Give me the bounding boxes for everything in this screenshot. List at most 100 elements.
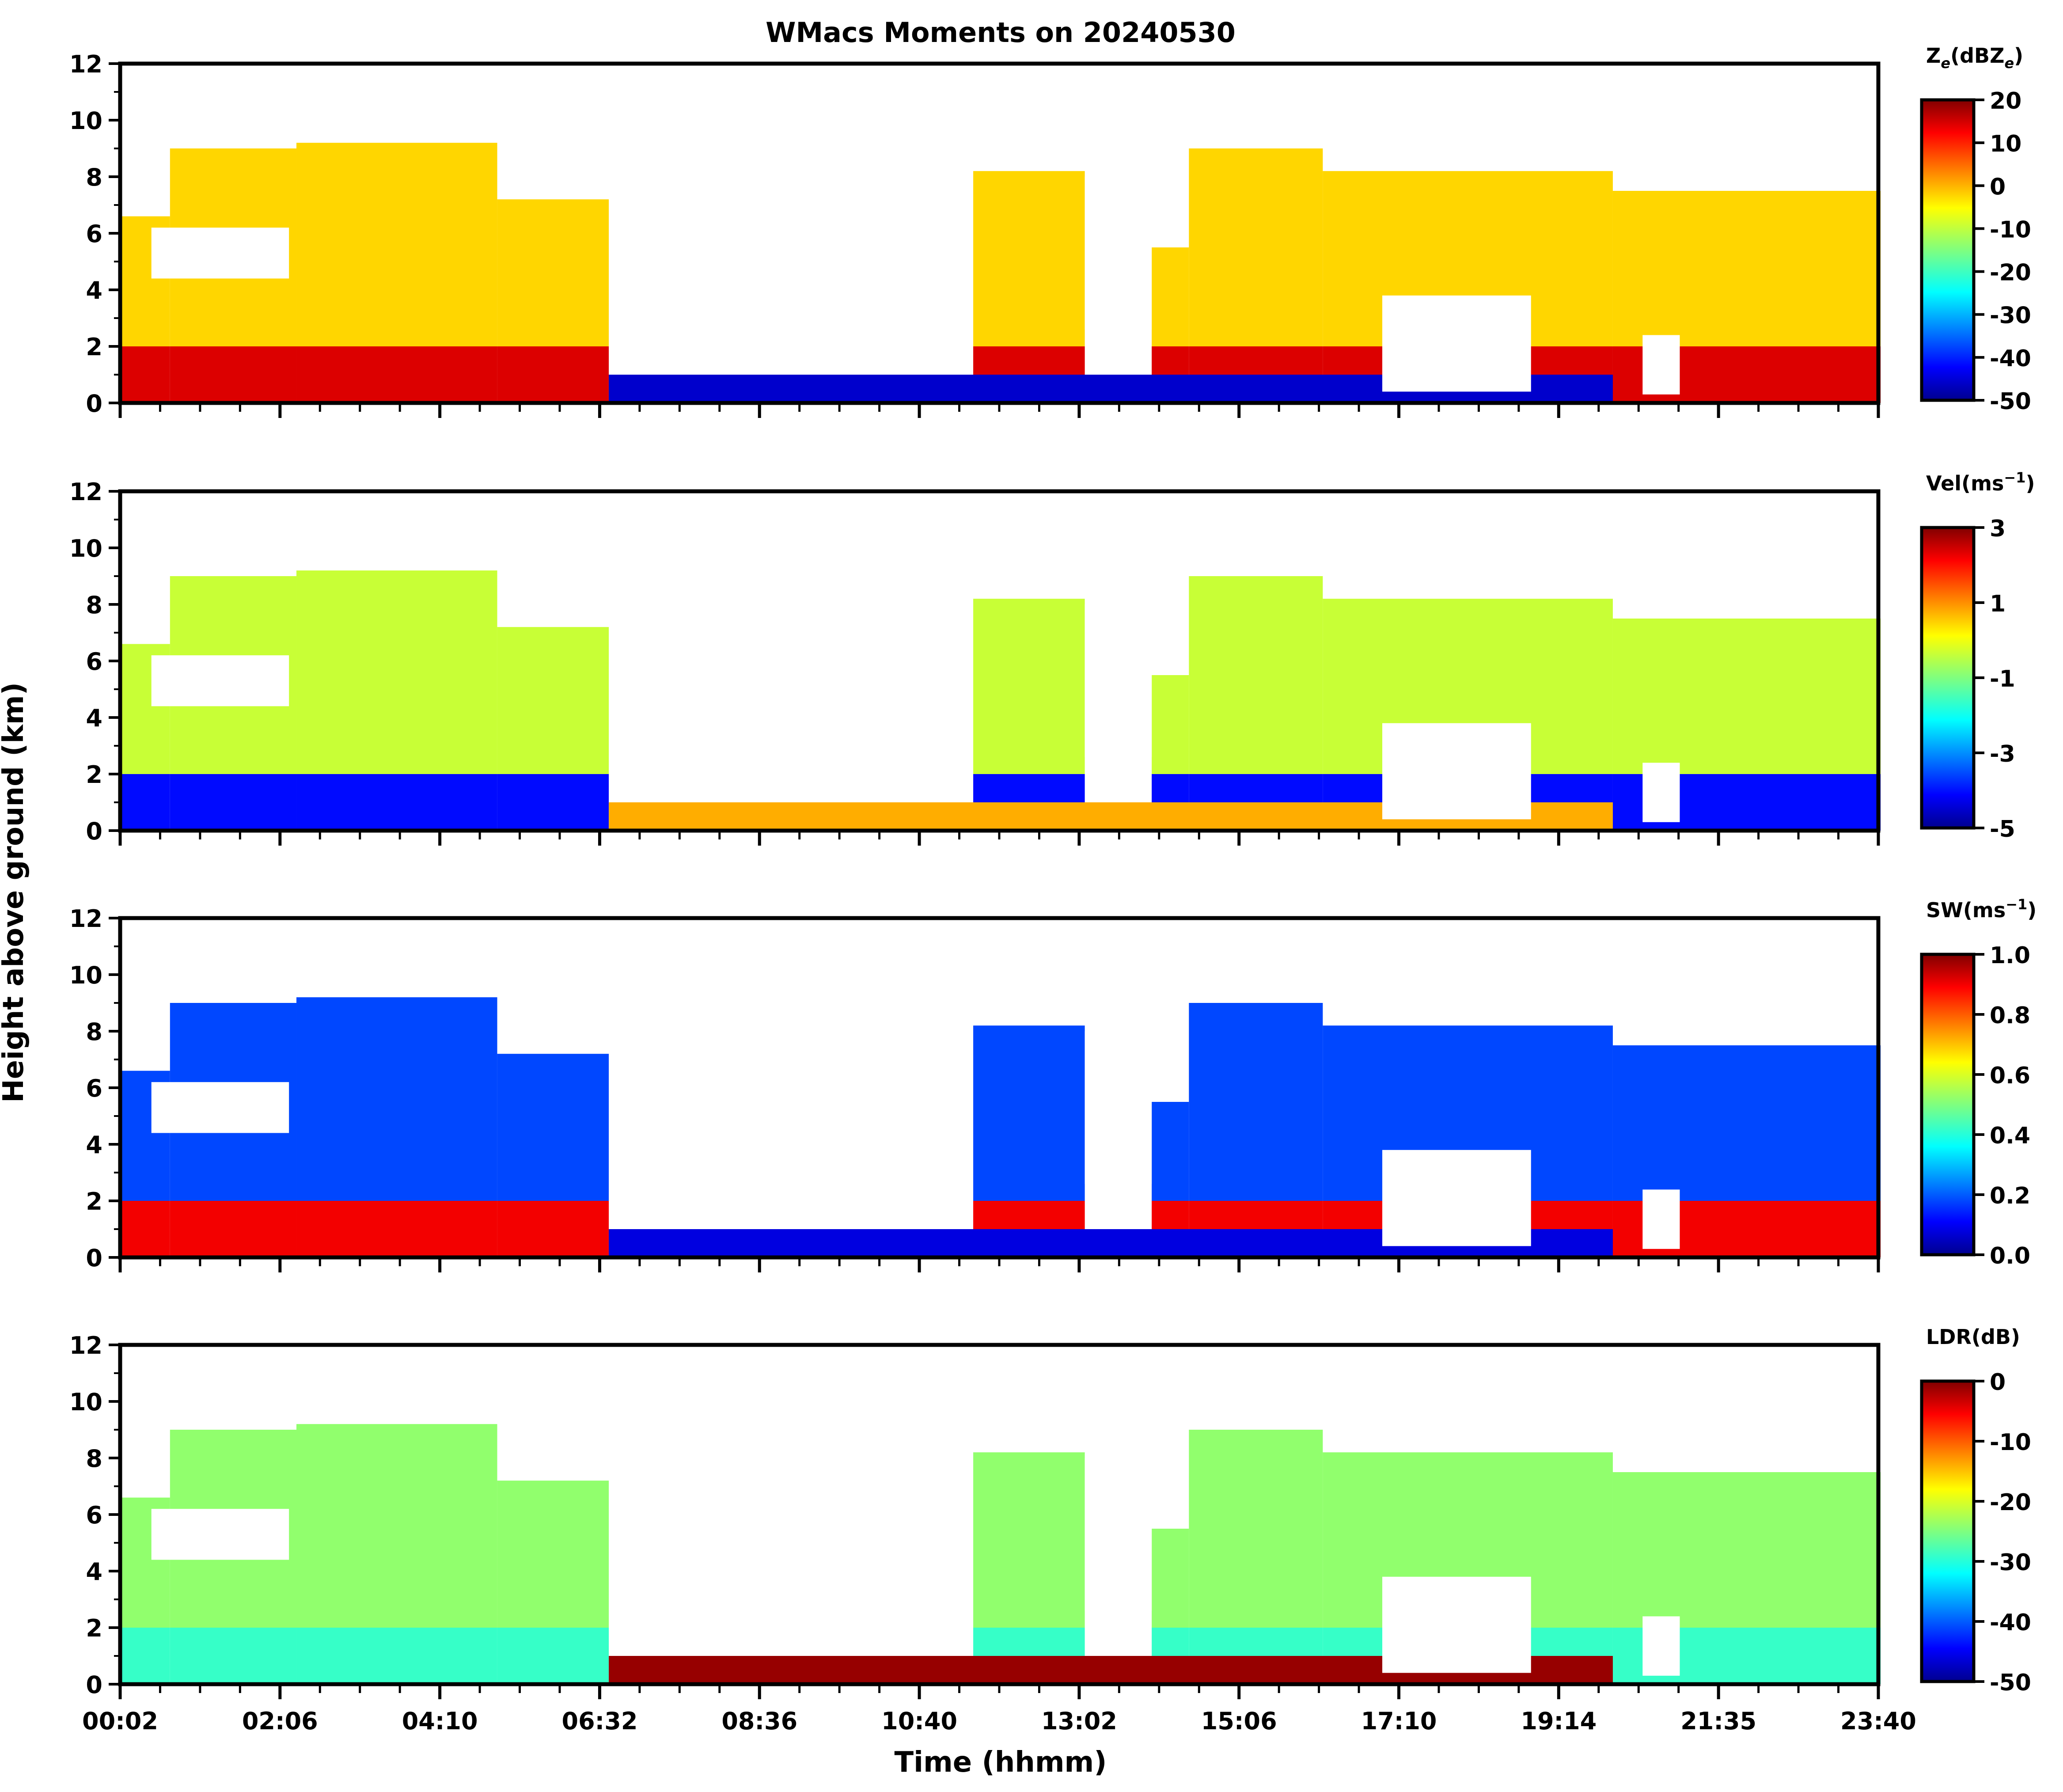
x-tick-label: 15:06 [1201, 1707, 1277, 1735]
cloud-segment-lower [296, 1201, 497, 1257]
colorbar-tick-label: -20 [1990, 1489, 2031, 1516]
cloud-segment-lower [497, 1201, 609, 1257]
colorbar-label-part: e [2004, 55, 2014, 72]
y-tick-label: 4 [86, 1558, 102, 1586]
x-tick-label: 04:10 [402, 1707, 478, 1735]
clear-sky-gap [1642, 335, 1680, 395]
cloud-segment-upper [497, 627, 609, 774]
colorbar-tick-label: -40 [1990, 1610, 2031, 1636]
cloud-segment-upper [1612, 619, 1881, 774]
colorbar-label-part: (dBZ [1950, 44, 2004, 68]
colorbar-tick-label: 0.8 [1990, 1002, 2030, 1029]
colorbar-tick-label: 0.0 [1990, 1243, 2030, 1269]
colorbar-tick-label: -10 [1990, 216, 2031, 243]
y-tick-label: 2 [86, 333, 102, 361]
colorbar-tick-label: 0.6 [1990, 1063, 2030, 1089]
y-tick-label: 12 [69, 905, 102, 933]
cloud-segment-upper [497, 1481, 609, 1628]
cloud-segment-lower [497, 346, 609, 403]
ze-colorbar [1920, 98, 1976, 402]
cloud-segment-lower [170, 774, 297, 831]
ze-colorbar-label: Ze(dBZe) [1926, 44, 2023, 72]
panel-ldr: 0 2 4 6 8 10 12 00:02 02:06 04:10 06:32 08:36 10:40 1… [69, 1325, 2031, 1735]
colorbar-tick-label: 20 [1990, 88, 2021, 114]
clear-sky-gap [1085, 177, 1152, 330]
colorbar-label-part: Vel(ms [1926, 471, 2004, 495]
y-tick-label: 0 [86, 817, 102, 845]
colorbar-tick-label: -50 [1990, 388, 2031, 415]
y-tick-label: 12 [69, 50, 102, 78]
cloud-segment-upper [296, 143, 497, 346]
cloud-segment-lower [120, 774, 170, 831]
colorbar-label-part: ) [2025, 471, 2035, 495]
cloud-segment-upper [296, 997, 497, 1201]
cloud-segment-upper [973, 171, 1085, 346]
clear-sky-gap [1642, 1616, 1680, 1676]
x-tick-label: 00:02 [82, 1707, 158, 1735]
cloud-segment-upper [296, 570, 497, 774]
cloud-segment-lower [497, 1628, 609, 1684]
clear-sky-gap [1382, 295, 1531, 392]
colorbar-label-part: e [1941, 55, 1950, 72]
y-tick-label: 6 [86, 1074, 102, 1102]
clear-sky-gap [151, 1509, 289, 1560]
y-tick-label: 10 [69, 1388, 102, 1416]
colorbar-tick-label: 0 [1990, 1369, 2006, 1396]
ze-field [120, 143, 1881, 403]
cloud-segment-lower [120, 1628, 170, 1684]
colorbar-tick-label: 3 [1990, 516, 2006, 542]
colorbar-tick-label: 1.0 [1990, 942, 2030, 969]
colorbar-tick-label: -3 [1990, 741, 2015, 767]
cloud-segment-upper [1189, 148, 1323, 346]
vel-colorbar-label: Vel(ms−1) [1926, 469, 2035, 495]
clear-sky-gap [1085, 604, 1152, 757]
colorbar-label-part: ) [2014, 44, 2023, 68]
x-tick-label: 10:40 [881, 1707, 957, 1735]
colorbar-tick-label: -50 [1990, 1670, 2031, 1696]
y-tick-label: 10 [69, 107, 102, 135]
cloud-segment-upper [1612, 1472, 1881, 1628]
x-tick-label: 06:32 [562, 1707, 638, 1735]
colorbar-tick-label: -5 [1990, 816, 2015, 843]
colorbar-label-part: −1 [2004, 469, 2025, 486]
x-axis-label: Time (hhmm) [895, 1746, 1107, 1779]
clear-sky-gap [1085, 1031, 1152, 1184]
y-tick-label: 0 [86, 390, 102, 418]
y-tick-label: 12 [69, 478, 102, 506]
clear-sky-gap [151, 228, 289, 279]
y-tick-label: 6 [86, 220, 102, 248]
x-tick-label: 02:06 [242, 1707, 318, 1735]
sw-field [120, 997, 1881, 1257]
panel-ze: 0 2 4 6 8 10 12 20 10 0 -10 -20 -30 -40 -50 Ze(dBZe) [69, 44, 2031, 418]
clear-sky-gap [151, 1082, 289, 1133]
clear-sky-gap [1642, 1189, 1680, 1249]
colorbar-tick-label: -20 [1990, 260, 2031, 286]
y-tick-label: 2 [86, 1614, 102, 1642]
clear-sky-gap [151, 655, 289, 706]
cloud-segment-upper [1612, 1045, 1881, 1201]
cloud-segment-upper [1189, 1003, 1323, 1201]
y-tick-label: 8 [86, 1018, 102, 1046]
panels-group: 02468101220100-10-20-30-40-50Ze(dBZe)024… [69, 44, 2036, 1735]
clear-sky-gap [1382, 1150, 1531, 1246]
cloud-segment-lower [296, 774, 497, 831]
cloud-segment-upper [296, 1424, 497, 1628]
colorbar-tick-label: -40 [1990, 345, 2031, 372]
x-tick-label: 19:14 [1521, 1707, 1597, 1735]
sw-colorbar-label: SW(ms−1) [1926, 896, 2036, 922]
y-tick-label: 4 [86, 1131, 102, 1159]
colorbar-label-part: ) [2027, 898, 2036, 922]
y-tick-label: 8 [86, 163, 102, 191]
clear-sky-gap [1642, 763, 1680, 822]
colorbar-label-part: LDR(dB) [1926, 1325, 2020, 1349]
clear-sky-gap [1382, 1576, 1531, 1673]
figure-title: WMacs Moments on 20240530 [766, 16, 1236, 49]
clear-sky-gap [1085, 1458, 1152, 1611]
colorbar-label-part: −1 [2006, 896, 2027, 913]
vel-field [120, 570, 1881, 831]
y-tick-label: 0 [86, 1244, 102, 1272]
colorbar-tick-label: 0.2 [1990, 1183, 2030, 1209]
colorbar-tick-label: -30 [1990, 303, 2031, 329]
clear-sky-gap [1382, 723, 1531, 820]
cloud-segment-lower [296, 346, 497, 403]
